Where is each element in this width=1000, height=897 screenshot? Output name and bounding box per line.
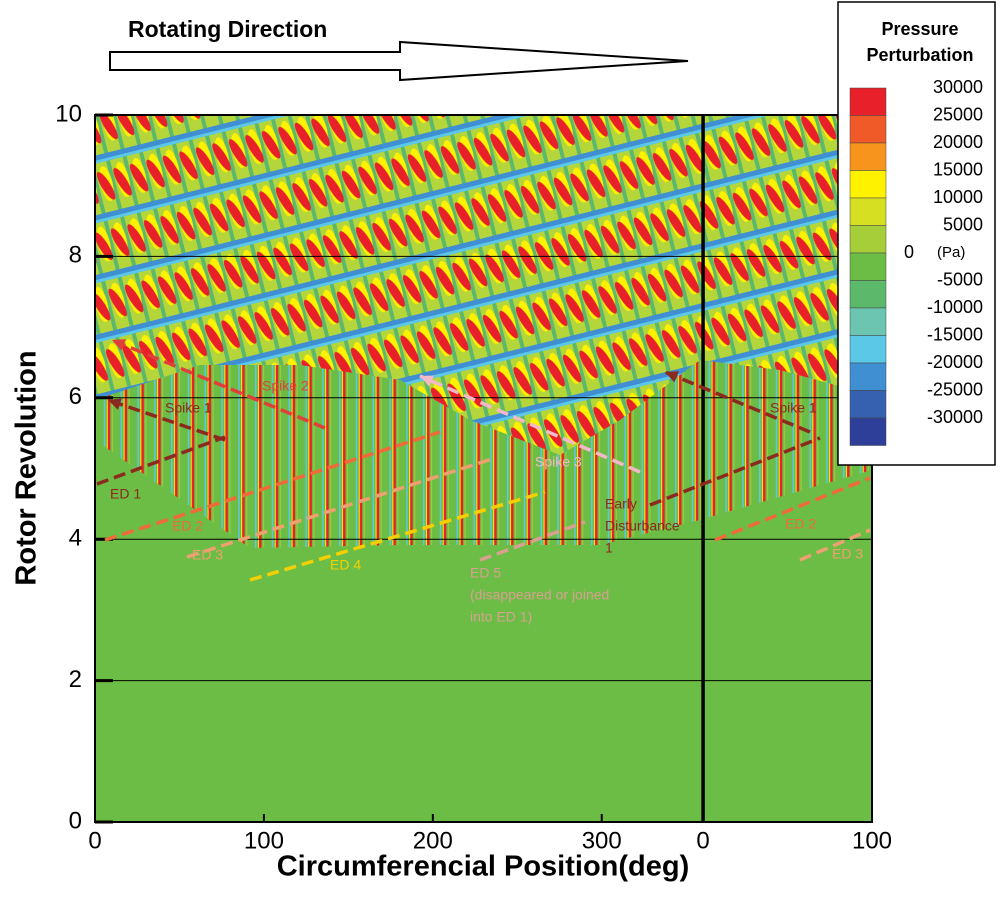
- annotation-text: Spike 1: [770, 400, 817, 416]
- annotation-text: ED 2: [785, 516, 816, 532]
- legend-swatch: [849, 252, 887, 281]
- legend-swatch: [849, 225, 887, 254]
- annotation-text: Disturbance: [605, 518, 680, 534]
- annotation-arrowhead: [108, 398, 122, 410]
- x-tick-label: 300: [582, 827, 622, 854]
- annotation-line: [249, 490, 546, 582]
- x-tick-label: 0: [696, 827, 709, 854]
- legend-label: 30000: [933, 77, 983, 97]
- y-tick-label: 4: [69, 525, 82, 552]
- legend-label: 0: [904, 242, 914, 262]
- legend-label: -15000: [927, 324, 983, 344]
- annotation-text: Early: [605, 496, 637, 512]
- legend-title: Perturbation: [866, 45, 973, 65]
- legend-label: -10000: [927, 297, 983, 317]
- annotation-text: Spike 1: [165, 400, 212, 416]
- blade-field: [95, 115, 872, 455]
- y-tick-label: 2: [69, 666, 82, 693]
- annotation-text: Spike 2: [262, 378, 309, 394]
- annotation-text: ED 2: [172, 518, 203, 534]
- legend-swatch: [849, 362, 887, 391]
- legend-label: -30000: [927, 407, 983, 427]
- x-axis-label: Circumferencial Position(deg): [277, 851, 690, 883]
- legend-label: 15000: [933, 159, 983, 179]
- legend-swatch: [849, 417, 887, 446]
- annotation-text: ED 4: [330, 557, 361, 573]
- annotations: Spike 2 Spike 1 ED 1 ED 2 ED 3 ED 4 Spike 3 ED …: [96, 338, 871, 625]
- annotation-line: [96, 435, 226, 486]
- annotation-line: [649, 436, 821, 507]
- x-tick-label: 200: [413, 827, 453, 854]
- y-tick-label: 0: [69, 807, 82, 834]
- annotation-line: [664, 370, 811, 434]
- legend-swatch: [849, 307, 887, 336]
- legend-swatch: [849, 142, 887, 171]
- legend-title: Pressure: [881, 19, 958, 39]
- y-tick-label: 8: [69, 242, 82, 269]
- x-tick-label: 100: [852, 827, 892, 854]
- legend-label: -20000: [927, 352, 983, 372]
- legend-label: 10000: [933, 187, 983, 207]
- legend-swatch: [849, 280, 887, 309]
- annotation-line: [714, 476, 871, 542]
- legend-swatch: [849, 197, 887, 226]
- annotation-arrowhead: [420, 375, 434, 387]
- annotation-text: 1: [605, 540, 613, 556]
- direction-label: Rotating Direction: [128, 16, 327, 42]
- annotation-text: (disappeared or joined: [470, 587, 609, 603]
- annotation-line: [419, 374, 641, 474]
- annotation-text: ED 3: [832, 546, 863, 562]
- legend-label: 5000: [943, 214, 983, 234]
- annotation-arrowhead: [112, 339, 126, 351]
- legend: Pressure Perturbation 30000 25000 20000 15000…: [849, 19, 983, 446]
- legend-swatch: [849, 390, 887, 419]
- annotation-line: [479, 520, 586, 562]
- legend-swatch: [849, 87, 887, 116]
- x-tick-label: 0: [88, 827, 101, 854]
- y-axis-label: Rotor Revolution: [11, 350, 43, 585]
- annotation-line: [111, 338, 326, 430]
- legend-label: 25000: [933, 104, 983, 124]
- x-tick-label: 100: [244, 827, 284, 854]
- annotation-text: ED 1: [110, 486, 141, 502]
- legend-label: 20000: [933, 132, 983, 152]
- annotation-text: ED 3: [192, 547, 223, 563]
- plot-frame: [94, 114, 873, 823]
- legend-label: -5000: [937, 269, 983, 289]
- annotation-line: [799, 528, 871, 562]
- legend-unit: (Pa): [937, 244, 965, 261]
- legend-swatch: [849, 115, 887, 144]
- annotation-text: into ED 1): [470, 609, 532, 625]
- annotation-arrowhead: [665, 371, 679, 383]
- y-tick-label: 10: [55, 100, 82, 127]
- annotation-line: [107, 398, 226, 442]
- y-tick-label: 6: [69, 383, 82, 410]
- annotation-text: ED 5: [470, 565, 501, 581]
- annotation-text: Spike 3: [535, 454, 582, 470]
- legend-swatch: [849, 170, 887, 199]
- direction-arrow: [109, 40, 689, 82]
- annotation-line: [104, 430, 441, 542]
- legend-label: -25000: [927, 379, 983, 399]
- legend-swatch: [849, 335, 887, 364]
